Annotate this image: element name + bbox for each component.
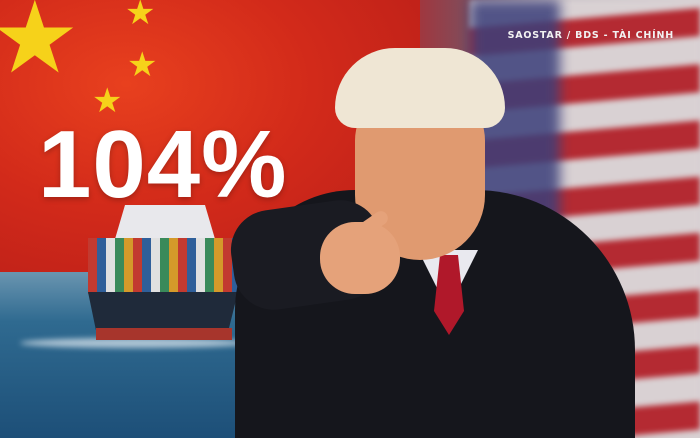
star-icon: ★ — [92, 81, 123, 121]
headline-percentage: 104% — [38, 111, 288, 218]
watermark: SAOSTAR / BDS - TÀI CHÍNH — [507, 30, 674, 41]
ship-containers — [88, 238, 240, 294]
star-icon: ★ — [0, 0, 80, 96]
person-hair — [335, 48, 505, 128]
ship-hull-stripe — [96, 328, 232, 340]
ship-bridge — [115, 205, 215, 239]
ship-wake — [20, 338, 250, 348]
star-icon: ★ — [125, 0, 156, 33]
star-icon: ★ — [127, 45, 158, 85]
